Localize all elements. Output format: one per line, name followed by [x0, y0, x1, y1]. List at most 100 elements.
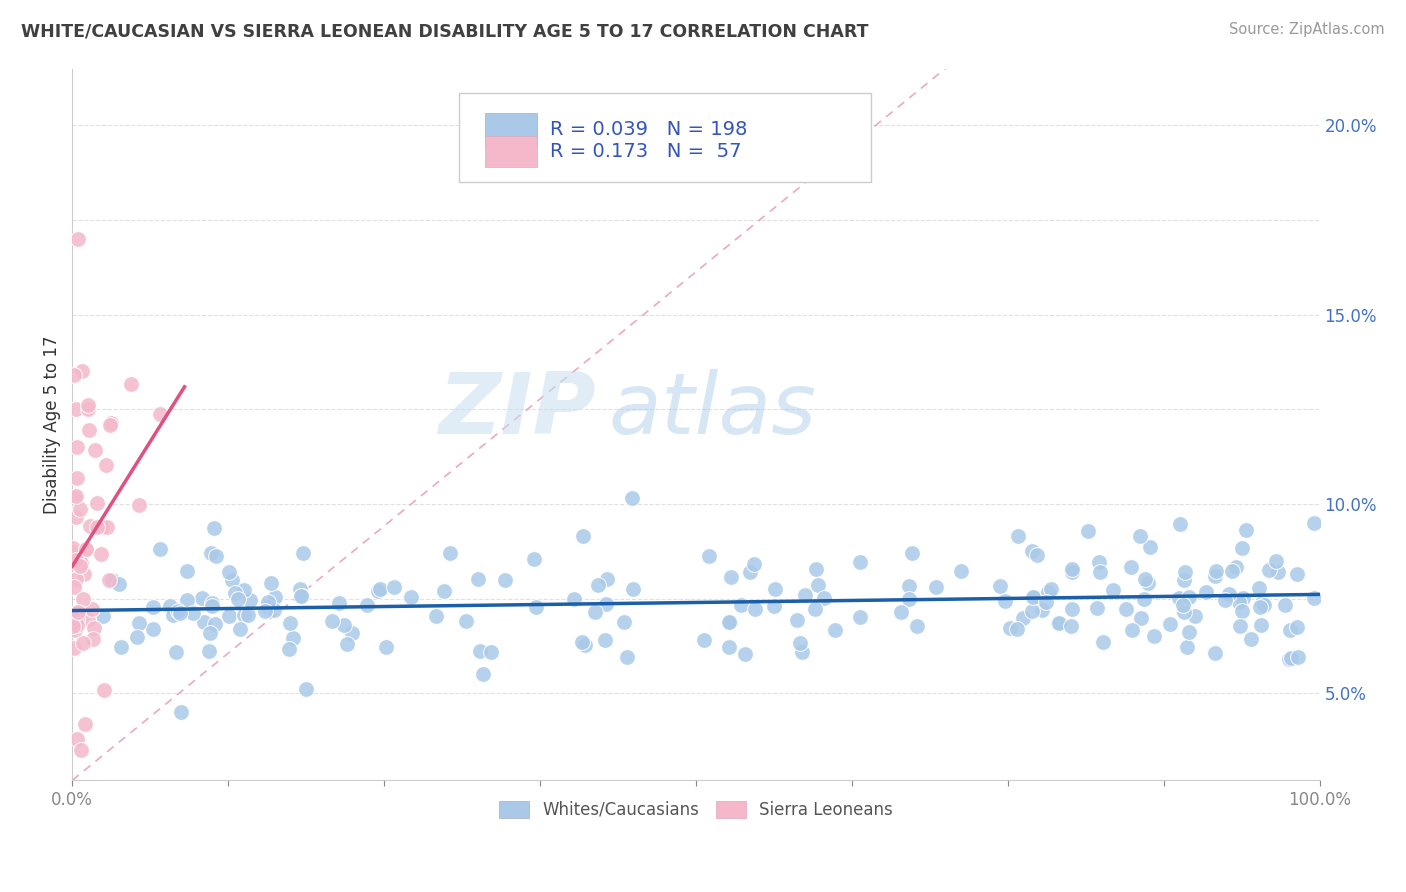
Point: [290, 589, 312, 603]
Point: [1281, 650, 1303, 665]
Point: [1285, 620, 1308, 634]
Point: [218, 609, 240, 624]
Point: [218, 566, 240, 580]
Point: [356, 598, 378, 612]
Point: [1230, 541, 1253, 555]
Point: [425, 608, 447, 623]
Point: [278, 616, 301, 631]
Point: [574, 638, 596, 652]
Point: [328, 596, 350, 610]
Text: Source: ZipAtlas.com: Source: ZipAtlas.com: [1229, 22, 1385, 37]
Point: [1005, 622, 1028, 636]
Point: [170, 705, 193, 719]
Point: [1220, 564, 1243, 578]
Point: [718, 640, 741, 654]
Point: [1025, 549, 1047, 563]
Point: [1249, 599, 1271, 614]
Point: [467, 572, 489, 586]
Point: [1195, 584, 1218, 599]
Point: [762, 599, 785, 614]
Point: [905, 619, 928, 633]
Point: [101, 573, 124, 587]
Point: [70, 363, 93, 377]
Point: [193, 615, 215, 629]
Point: [807, 578, 830, 592]
Point: [290, 589, 312, 603]
Point: [1031, 603, 1053, 617]
Point: [793, 588, 815, 602]
Point: [848, 610, 870, 624]
Point: [100, 417, 122, 431]
Point: [181, 606, 204, 620]
Point: [67, 232, 90, 246]
Point: [277, 642, 299, 657]
Point: [283, 631, 305, 645]
Point: [1102, 582, 1125, 597]
Point: [77, 613, 100, 627]
Point: [221, 573, 243, 587]
Point: [1139, 541, 1161, 555]
Point: [1119, 559, 1142, 574]
Point: [232, 607, 254, 622]
Point: [1178, 591, 1201, 605]
Point: [742, 558, 765, 572]
Point: [142, 622, 165, 636]
Point: [62, 368, 84, 382]
Point: [77, 399, 100, 413]
Point: [65, 402, 87, 417]
Point: [1227, 595, 1250, 609]
Point: [1230, 604, 1253, 618]
Point: [1012, 611, 1035, 625]
Point: [1174, 565, 1197, 579]
Point: [82, 632, 104, 646]
Point: [294, 682, 316, 697]
FancyBboxPatch shape: [485, 113, 537, 145]
Point: [83, 621, 105, 635]
Point: [720, 570, 742, 584]
Point: [83, 443, 105, 458]
Point: [738, 566, 761, 580]
Point: [1022, 590, 1045, 604]
Point: [204, 616, 226, 631]
Point: [191, 591, 214, 606]
Point: [333, 617, 356, 632]
Point: [86, 496, 108, 510]
Point: [1173, 573, 1195, 587]
Point: [128, 615, 150, 630]
Point: [898, 578, 921, 592]
Point: [224, 586, 246, 600]
Point: [468, 643, 491, 657]
Point: [583, 605, 606, 619]
Point: [734, 648, 756, 662]
Point: [63, 624, 86, 638]
Point: [63, 491, 86, 505]
Point: [200, 546, 222, 560]
Point: [1035, 595, 1057, 609]
Point: [813, 591, 835, 605]
Point: [998, 621, 1021, 635]
Point: [1213, 593, 1236, 607]
Point: [1129, 529, 1152, 543]
Point: [65, 489, 87, 503]
Point: [1175, 640, 1198, 655]
Point: [67, 604, 90, 618]
Point: [1249, 581, 1271, 595]
Text: ZIP: ZIP: [439, 368, 596, 451]
Point: [1143, 629, 1166, 643]
Point: [479, 645, 502, 659]
Point: [167, 603, 190, 617]
Point: [90, 547, 112, 561]
Point: [77, 423, 100, 437]
Point: [201, 599, 224, 613]
Point: [65, 552, 87, 566]
Point: [1232, 591, 1254, 605]
Point: [127, 630, 149, 644]
Point: [1121, 623, 1143, 637]
Point: [86, 520, 108, 534]
Point: [454, 615, 477, 629]
Point: [80, 602, 103, 616]
Point: [98, 573, 121, 587]
Point: [572, 529, 595, 543]
Point: [62, 545, 84, 559]
Point: [149, 541, 172, 556]
